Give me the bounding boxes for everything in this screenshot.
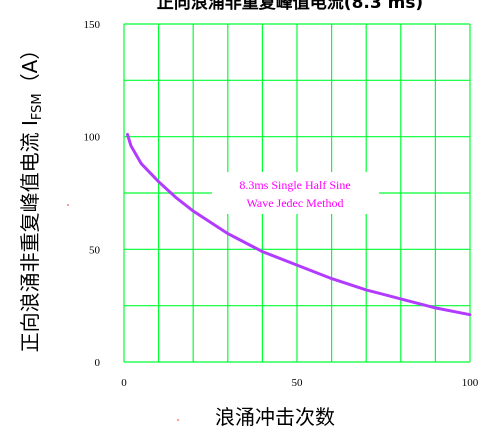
x-tick-label: 100	[462, 377, 479, 389]
y-axis-title-sub: FSM	[30, 93, 45, 120]
stray-dot	[67, 204, 69, 206]
annotation-line-1: 8.3ms Single Half Sine	[239, 178, 350, 192]
y-tick-label: 50	[89, 244, 101, 256]
x-tick-labels: 0 50 100	[121, 377, 479, 389]
y-axis-title: 正向浪涌非重复峰值电流 IFSM（A）	[18, 40, 45, 353]
y-tick-label: 100	[84, 132, 101, 144]
surge-curve	[126, 132, 472, 317]
x-axis-title: 浪涌冲击次数	[215, 405, 335, 429]
chart-title: 正向浪涌非重复峰值电流(8.3 ms)	[157, 0, 423, 13]
y-tick-labels: 0 50 100 150	[84, 19, 101, 369]
annotation-box	[212, 172, 379, 214]
y-tick-label: 0	[95, 357, 101, 369]
y-axis-title-main: 正向浪涌非重复峰值电流 I	[18, 120, 42, 352]
y-axis-title-tail: （A）	[18, 40, 42, 94]
x-tick-label: 0	[121, 377, 127, 389]
y-tick-label: 150	[84, 19, 101, 31]
stray-dot	[177, 419, 179, 421]
x-tick-label: 50	[292, 377, 304, 389]
annotation-line-2: Wave Jedec Method	[247, 196, 344, 210]
